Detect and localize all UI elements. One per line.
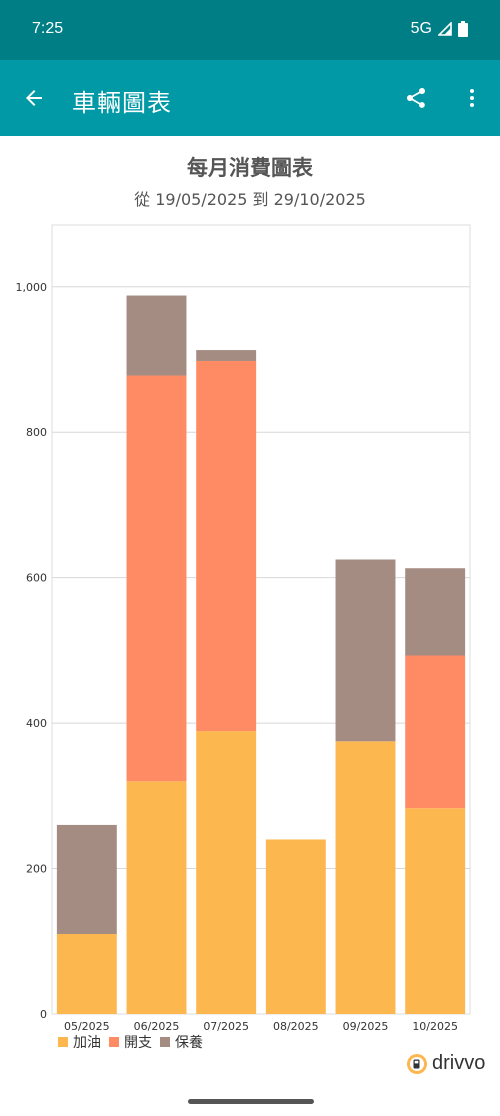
bar-segment	[196, 360, 257, 732]
bar-segment	[405, 568, 466, 656]
legend-swatch	[109, 1037, 119, 1047]
bar-segment	[126, 375, 187, 782]
x-tick-label: 05/2025	[64, 1020, 110, 1033]
bar-segment	[196, 350, 257, 361]
x-tick-label: 09/2025	[343, 1020, 389, 1033]
bar-segment	[126, 781, 187, 1014]
legend-label: 保養	[175, 1035, 203, 1051]
brand-logo: drivvo	[406, 1052, 485, 1075]
status-bar: 7:25 5G	[0, 0, 500, 60]
share-button[interactable]	[396, 78, 436, 118]
legend-swatch	[58, 1037, 68, 1047]
legend-label: 開支	[124, 1035, 152, 1051]
legend-item: 加油	[58, 1032, 101, 1052]
bar-segment	[196, 731, 257, 1014]
more-options-button[interactable]	[452, 78, 492, 118]
y-tick-label: 200	[26, 863, 47, 876]
network-label: 5G	[410, 20, 432, 37]
arrow-left-icon	[26, 90, 42, 106]
fuel-pump-logo-icon	[407, 1053, 427, 1074]
x-tick-label: 07/2025	[203, 1020, 249, 1033]
battery-icon	[458, 21, 468, 37]
bar-segment	[335, 741, 396, 1014]
bar-segment	[405, 655, 466, 809]
status-indicators: 5G	[411, 20, 468, 38]
chart-legend: 加油 開支 保養	[58, 1032, 203, 1052]
legend-label: 加油	[73, 1035, 101, 1051]
y-tick-label: 0	[40, 1008, 47, 1021]
bar-segment	[335, 559, 396, 742]
bar-segment	[126, 295, 187, 376]
status-time: 7:25	[32, 20, 64, 37]
home-indicator[interactable]	[188, 1099, 314, 1104]
bar-segment	[56, 824, 117, 935]
legend-item: 保養	[160, 1032, 203, 1052]
bar-segment	[265, 839, 326, 1014]
plot-frame	[51, 224, 471, 1015]
x-tick-label: 08/2025	[273, 1020, 319, 1033]
signal-icon	[438, 22, 452, 36]
y-tick-label: 800	[26, 426, 47, 439]
more-vert-icon	[470, 89, 474, 107]
stacked-bar-chart: 0 200 400 600 800 1,000 05/2025 06/2025 07/2025 0…	[16, 224, 471, 1033]
x-tick-label: 06/2025	[134, 1020, 180, 1033]
y-tick-label: 400	[26, 717, 47, 730]
app-bar: 車輛圖表	[0, 60, 500, 136]
chart-title: 每月消費圖表	[187, 156, 313, 180]
bar-segment	[405, 808, 466, 1014]
y-tick-label: 600	[26, 572, 47, 585]
page-title: 車輛圖表	[72, 89, 172, 117]
brand-name: drivvo	[432, 1052, 486, 1074]
legend-swatch	[160, 1037, 170, 1047]
bar-segment	[56, 934, 117, 1014]
chart-subtitle: 從 19/05/2025 到 29/10/2025	[134, 190, 366, 209]
x-tick-label: 10/2025	[412, 1020, 458, 1033]
back-button[interactable]	[14, 78, 54, 118]
legend-item: 開支	[109, 1032, 152, 1052]
y-tick-label: 1,000	[16, 281, 48, 294]
share-icon	[407, 88, 425, 108]
